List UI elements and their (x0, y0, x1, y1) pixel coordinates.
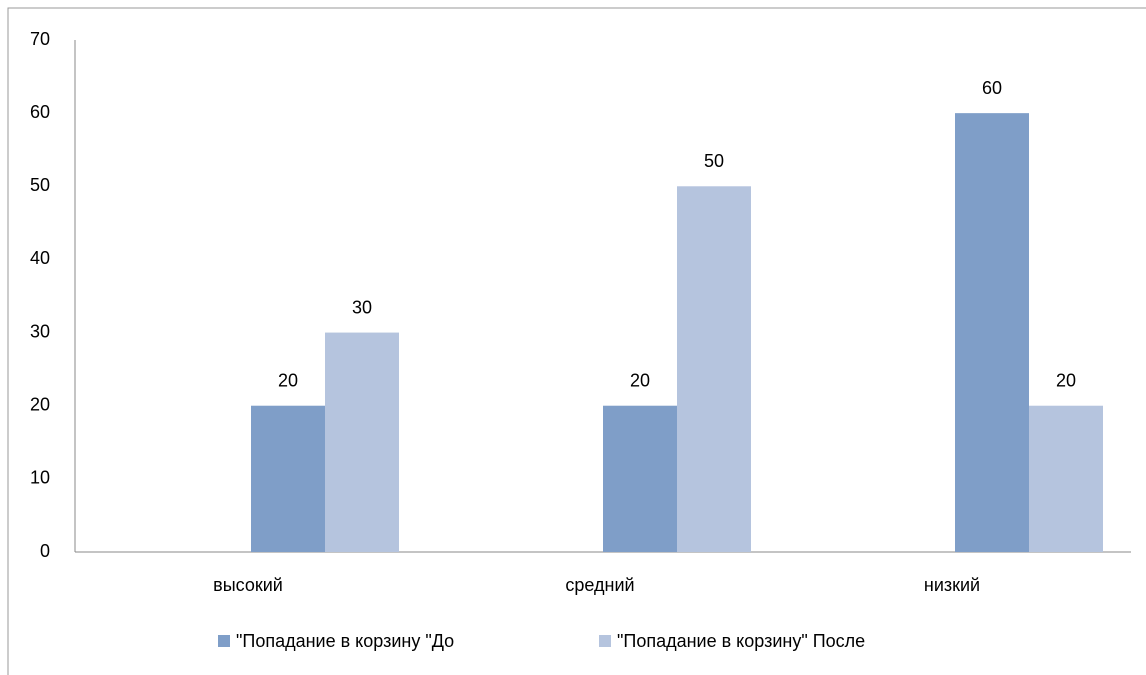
value-label: 30 (352, 297, 372, 317)
bar (677, 186, 751, 553)
y-tick-label: 10 (30, 468, 50, 488)
y-tick-label: 60 (30, 102, 50, 122)
x-tick-label: высокий (213, 575, 283, 595)
value-label: 20 (1056, 370, 1076, 390)
y-tick-label: 0 (40, 541, 50, 561)
value-label: 50 (704, 151, 724, 171)
legend-swatch (599, 635, 611, 647)
bar (325, 332, 399, 552)
x-tick-label: низкий (924, 575, 980, 595)
legend-swatch (218, 635, 230, 647)
y-tick-label: 30 (30, 321, 50, 341)
y-tick-label: 20 (30, 394, 50, 414)
y-tick-label: 70 (30, 29, 50, 49)
bar (955, 113, 1029, 553)
value-label: 20 (278, 370, 298, 390)
legend-label: "Попадание в корзину" После (617, 631, 865, 651)
bar (603, 405, 677, 552)
x-tick-label: средний (565, 575, 634, 595)
bar (251, 405, 325, 552)
y-tick-label: 40 (30, 248, 50, 268)
value-label: 20 (630, 370, 650, 390)
bar (1029, 405, 1103, 552)
chart-border (7, 7, 1146, 675)
value-label: 60 (982, 78, 1002, 98)
legend-label: "Попадание в корзину "До (236, 631, 454, 651)
y-tick-label: 50 (30, 175, 50, 195)
